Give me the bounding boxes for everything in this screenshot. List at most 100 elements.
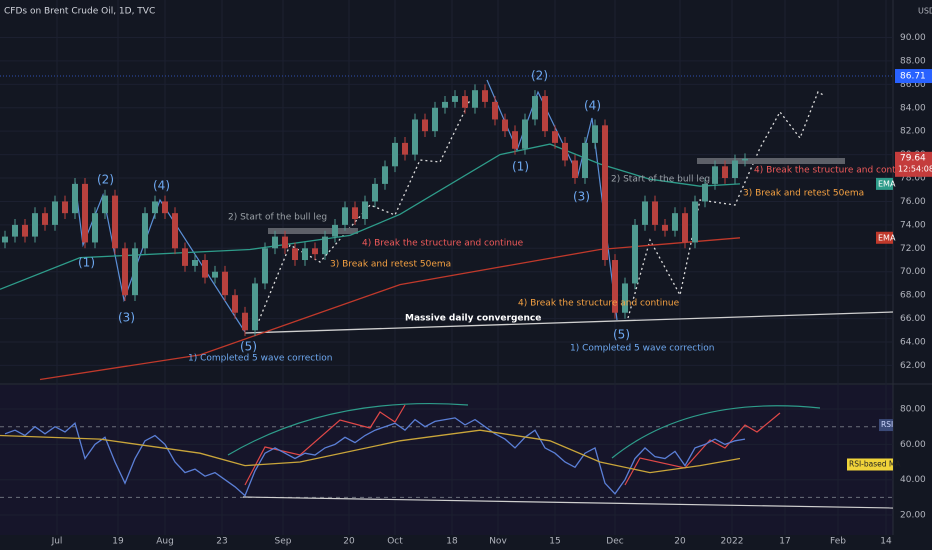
candle-body [262,248,268,284]
candle-body [2,236,8,243]
series-label-box [847,458,893,471]
candle-body [122,248,128,296]
candle-body [702,183,708,202]
trend-line [244,311,894,334]
y-tick-label: 78.00 [900,174,926,184]
candle-body [432,107,438,132]
candle-body [192,260,198,266]
wave-label: (1) [512,160,529,174]
series-label-box [876,231,893,244]
candle-body [512,131,518,149]
y-tick-label: 62.00 [900,361,926,371]
candle-body [532,96,538,120]
candle-body [62,201,68,214]
candle-body [552,131,558,143]
candle-body [342,207,348,225]
y-tick-label: 64.00 [900,338,926,348]
y-tick-label: 60.00 [900,440,926,450]
candle-body [392,142,398,167]
zone [268,228,358,234]
y-tick-label: 20.00 [900,511,926,521]
x-tick-label: Nov [489,537,507,547]
rsi-arc [611,405,821,459]
candle-body [692,201,698,243]
candle-body [102,195,108,214]
candle-body [502,119,508,132]
x-tick-label: Sep [275,537,292,547]
candle-body [112,195,118,249]
series-label-box [876,177,893,190]
wave-label: (4) [153,179,170,193]
candle-body [492,101,498,120]
candle-body [272,236,278,249]
annotation: Massive daily convergence [405,314,541,324]
candle-body [452,96,458,102]
candle-body [72,183,78,214]
x-tick-label: Dec [606,537,623,547]
price-label-box [895,151,932,177]
candle-body [582,142,588,179]
y-tick-label: 72.00 [900,244,926,254]
candle-body [672,213,678,231]
annotation: 1) Completed 5 wave correction [188,354,332,364]
rsi-arc [227,402,469,456]
candle-body [602,125,608,261]
x-tick-label: 2022 [721,537,744,547]
wave-label: (5) [240,340,257,354]
x-tick-label: 17 [779,537,790,547]
x-tick-label: Feb [830,537,846,547]
candle-body [42,213,48,225]
annotation: 1) Completed 5 wave correction [570,344,714,354]
rsi-projection [624,412,781,486]
currency: USD [918,7,932,16]
candle-body [542,96,548,132]
candle-body [182,248,188,266]
candle-body [222,271,228,296]
candle-body [282,236,288,249]
countdown: 12:54:08 [898,164,932,173]
candle-body [712,166,718,184]
wave-label: (5) [613,328,630,342]
candle-body [652,201,658,225]
y-tick-label: 84.00 [900,103,926,113]
wave-label: (3) [118,311,135,325]
candle-body [12,224,18,237]
candle-body [362,201,368,220]
candle-body [402,142,408,155]
candle-body [462,96,468,108]
series-line [4,417,746,497]
series-label: EMA [878,233,896,242]
y-tick-label: 66.00 [900,314,926,324]
candle-body [592,125,598,143]
x-tick-label: Aug [156,537,174,547]
candle-body [292,248,298,261]
candle-body [732,160,738,179]
rsi-projection [244,404,406,486]
projection [254,99,471,331]
candle-body [612,260,618,313]
candle-body [572,160,578,179]
candle-body [742,158,748,161]
level-label: 86.71 [900,72,926,82]
y-tick-label: 82.00 [900,127,926,137]
candle-body [22,224,28,237]
x-tick-label: Oct [387,537,403,547]
candle-body [372,183,378,202]
series-label: EMA [878,179,896,188]
annotation: 2) Start of the bull leg [611,175,710,185]
candle-body [312,248,318,255]
candle-body [202,260,208,278]
candle-body [622,283,628,313]
series-line [0,429,741,474]
candle-body [522,119,528,149]
candle-body [172,213,178,249]
annotation: 3) Break and retest 50ema [330,260,451,270]
y-tick-label: 80.00 [900,405,926,415]
y-tick-label: 76.00 [900,197,926,207]
price-label: 79.64 [900,153,926,163]
candle-body [382,166,388,184]
candle-body [482,90,488,102]
candle-body [472,90,478,108]
series-label: RSI-based MA [849,459,901,468]
